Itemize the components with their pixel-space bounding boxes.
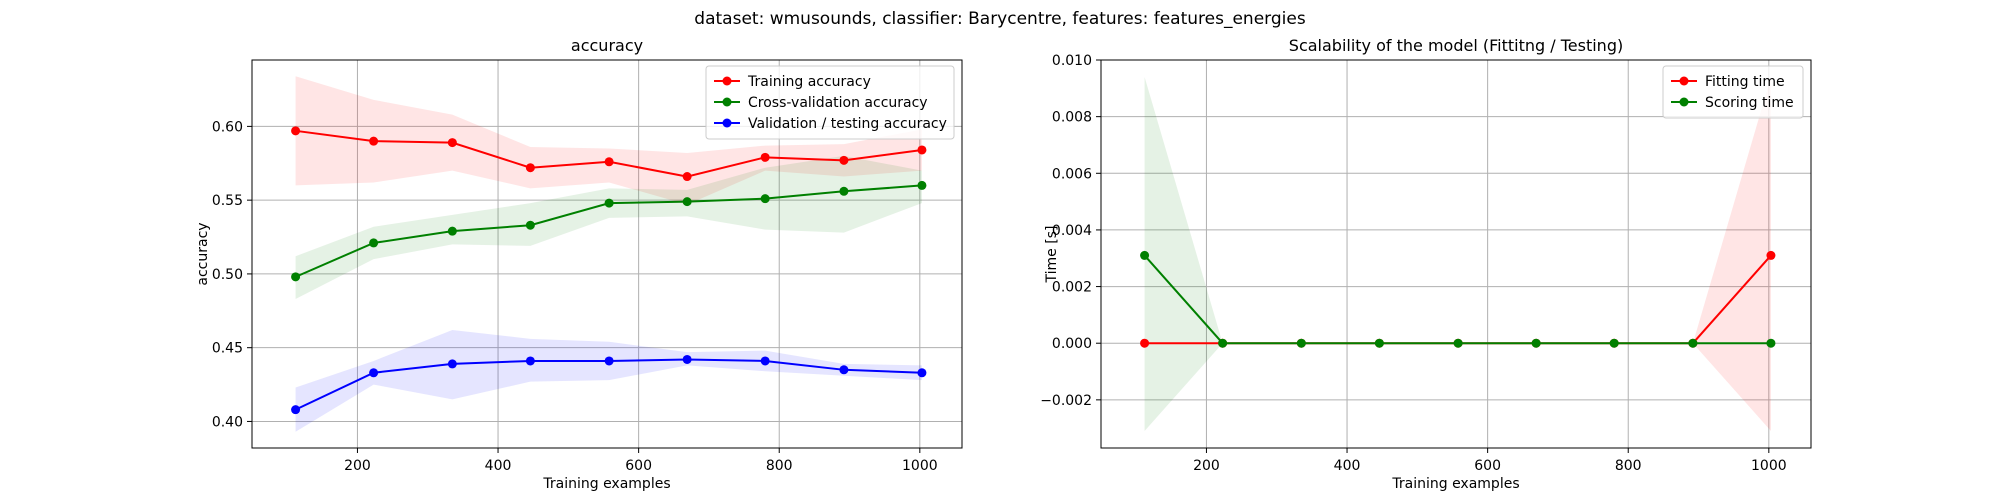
data-point <box>291 272 301 282</box>
y-tick-label: 0.006 <box>1052 166 1092 182</box>
x-tick-label: 600 <box>625 458 652 474</box>
data-point <box>1453 338 1463 348</box>
legend-label: Fitting time <box>1705 74 1785 90</box>
data-point <box>1374 338 1384 348</box>
y-tick-label: 0.60 <box>212 119 243 135</box>
y-tick-label: 0.004 <box>1052 223 1092 239</box>
data-point <box>1766 338 1776 348</box>
chart-title: Scalability of the model (Fittitng / Tes… <box>1289 36 1623 55</box>
data-point <box>1531 338 1541 348</box>
data-point <box>369 368 379 378</box>
data-point <box>525 220 535 230</box>
y-tick-label: 0.50 <box>212 267 243 283</box>
data-point <box>447 138 457 148</box>
legend-marker <box>722 97 732 107</box>
legend: Fitting time Scoring time <box>1662 65 1804 119</box>
data-point <box>682 197 692 207</box>
data-point <box>291 126 301 136</box>
legend-marker <box>1679 97 1689 107</box>
x-tick-label: 200 <box>344 458 371 474</box>
data-point <box>917 368 927 378</box>
x-tick-label: 800 <box>766 458 793 474</box>
x-tick-label: 1000 <box>1751 458 1787 474</box>
series-band <box>295 76 922 205</box>
x-tick-label: 400 <box>485 458 512 474</box>
series-band <box>295 155 922 299</box>
plot-frame <box>1100 59 1812 449</box>
legend-label: Training accuracy <box>747 74 871 90</box>
x-tick-label: 200 <box>1193 458 1220 474</box>
legend-marker <box>722 76 732 86</box>
data-point <box>1688 338 1698 348</box>
data-point <box>760 356 770 366</box>
x-axis-label: Training examples <box>1391 476 1519 492</box>
data-point <box>447 226 457 236</box>
y-tick-label: 0.55 <box>212 193 243 209</box>
data-point <box>369 238 379 248</box>
y-tick-label: 0.000 <box>1052 336 1092 352</box>
legend-label: Scoring time <box>1705 95 1794 111</box>
y-tick-label: 0.002 <box>1052 280 1092 296</box>
data-point <box>839 186 849 196</box>
data-point <box>1140 250 1150 260</box>
data-point <box>604 157 614 167</box>
data-point <box>604 356 614 366</box>
y-tick-label: 0.40 <box>212 414 243 430</box>
scalability-chart: 200 400 600 800 1000 −0.002 0.000 0.002 0.004 0.0… <box>1040 36 1812 492</box>
data-point <box>682 354 692 364</box>
data-point <box>760 194 770 204</box>
data-point <box>1296 338 1306 348</box>
series-band <box>295 329 922 432</box>
data-point <box>291 405 301 415</box>
y-tick-label: 0.010 <box>1052 53 1092 69</box>
legend-box <box>1662 65 1804 119</box>
y-tick-label: 0.45 <box>212 341 243 357</box>
y-tick-label: −0.002 <box>1040 393 1092 409</box>
data-point <box>917 180 927 190</box>
legend-label: Cross-validation accuracy <box>748 95 928 111</box>
data-point <box>760 152 770 162</box>
legend-marker <box>722 118 732 128</box>
legend-marker <box>1679 76 1689 86</box>
x-tick-label: 400 <box>1334 458 1361 474</box>
data-point <box>839 155 849 165</box>
x-axis-label: Training examples <box>542 476 670 492</box>
data-point <box>1218 338 1228 348</box>
data-point <box>1140 338 1150 348</box>
data-point <box>369 136 379 146</box>
data-point <box>1609 338 1619 348</box>
data-point <box>839 365 849 375</box>
plot-frame <box>251 59 963 449</box>
data-point <box>604 198 614 208</box>
data-point <box>1766 250 1776 260</box>
data-point <box>917 145 927 155</box>
y-axis-label: Time [s] <box>1044 226 1060 284</box>
figure-suptitle: dataset: wmusounds, classifier: Barycent… <box>694 9 1306 29</box>
chart-title: accuracy <box>571 36 643 55</box>
data-point <box>447 359 457 369</box>
y-tick-label: 0.008 <box>1052 110 1092 126</box>
data-point <box>525 163 535 173</box>
x-tick-label: 600 <box>1474 458 1501 474</box>
x-tick-label: 1000 <box>902 458 938 474</box>
data-point <box>525 356 535 366</box>
accuracy-chart: 200 400 600 800 1000 0.40 0.45 0.50 0.55 0.60 accu… <box>195 36 963 492</box>
y-axis-label: accuracy <box>195 222 211 285</box>
x-tick-label: 800 <box>1615 458 1642 474</box>
legend-box <box>705 65 955 140</box>
legend: Training accuracy Cross-validation accura… <box>705 65 955 140</box>
data-point <box>682 172 692 182</box>
legend-label: Validation / testing accuracy <box>748 116 947 132</box>
